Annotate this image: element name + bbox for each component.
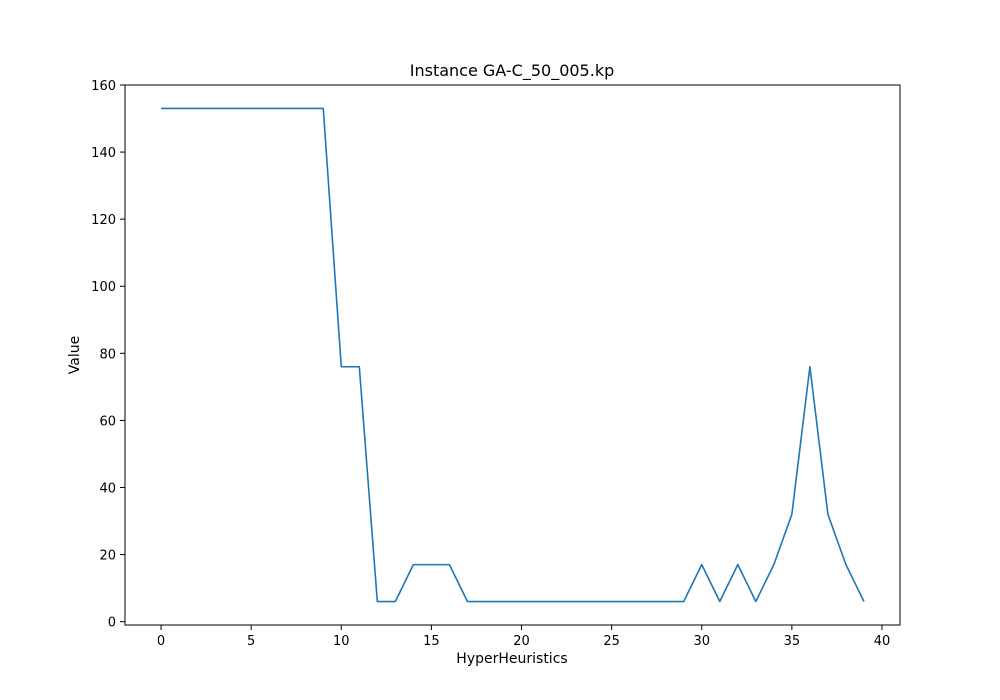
data-point: [556, 600, 560, 604]
data-point: [177, 106, 181, 110]
data-point: [628, 600, 632, 604]
plot-area: 0 5 10 15 20 25 30 35 40 0 20 40 60 80 100 120 140 160: [91, 79, 901, 649]
data-point: [447, 563, 451, 567]
data-point: [682, 600, 686, 604]
x-tick-label: 0: [157, 634, 165, 649]
x-tick-label: 20: [513, 634, 530, 649]
data-point: [718, 600, 722, 604]
x-tick-label: 30: [693, 634, 710, 649]
data-point: [736, 563, 740, 567]
data-point: [520, 600, 524, 604]
x-tick-label: 40: [874, 634, 891, 649]
y-tick-label: 40: [99, 481, 116, 496]
data-point: [465, 600, 469, 604]
data-point: [610, 600, 614, 604]
data-point: [501, 600, 505, 604]
data-point: [321, 106, 325, 110]
data-point: [664, 600, 668, 604]
data-point: [700, 563, 704, 567]
data-point: [267, 106, 271, 110]
data-point: [375, 600, 379, 604]
data-point: [483, 600, 487, 604]
x-tick-label: 15: [423, 634, 440, 649]
x-tick-label: 35: [784, 634, 801, 649]
data-point: [754, 600, 758, 604]
data-point: [862, 600, 866, 604]
data-point: [393, 600, 397, 604]
y-tick-label: 140: [91, 146, 116, 161]
y-tick-label: 120: [91, 213, 116, 228]
data-point: [592, 600, 596, 604]
y-tick-label: 0: [108, 616, 116, 631]
data-point: [249, 106, 253, 110]
data-point: [538, 600, 542, 604]
y-axis-label: Value: [67, 336, 83, 374]
data-point: [159, 106, 163, 110]
x-axis-label: HyperHeuristics: [456, 651, 567, 667]
data-point: [808, 365, 812, 369]
y-tick-label: 160: [91, 79, 116, 94]
axes-frame: [124, 84, 901, 626]
data-point: [231, 106, 235, 110]
data-point: [429, 563, 433, 567]
data-point: [826, 512, 830, 516]
x-tick-label: 25: [603, 634, 620, 649]
data-point: [844, 563, 848, 567]
data-point: [357, 365, 361, 369]
data-point: [772, 563, 776, 567]
y-tick-label: 80: [99, 347, 116, 362]
x-tick-label: 5: [247, 634, 255, 649]
data-point: [285, 106, 289, 110]
series-line: [161, 107, 865, 603]
data-point: [195, 106, 199, 110]
data-point: [303, 106, 307, 110]
data-point: [339, 365, 343, 369]
data-point: [574, 600, 578, 604]
y-tick-label: 60: [99, 414, 116, 429]
data-point: [790, 512, 794, 516]
y-tick-label: 100: [91, 280, 116, 295]
data-point: [213, 106, 217, 110]
chart-title: Instance GA-C_50_005.kp: [410, 61, 614, 81]
x-tick-label: 10: [333, 634, 350, 649]
y-tick-label: 20: [99, 549, 116, 564]
data-point: [411, 563, 415, 567]
data-point: [646, 600, 650, 604]
